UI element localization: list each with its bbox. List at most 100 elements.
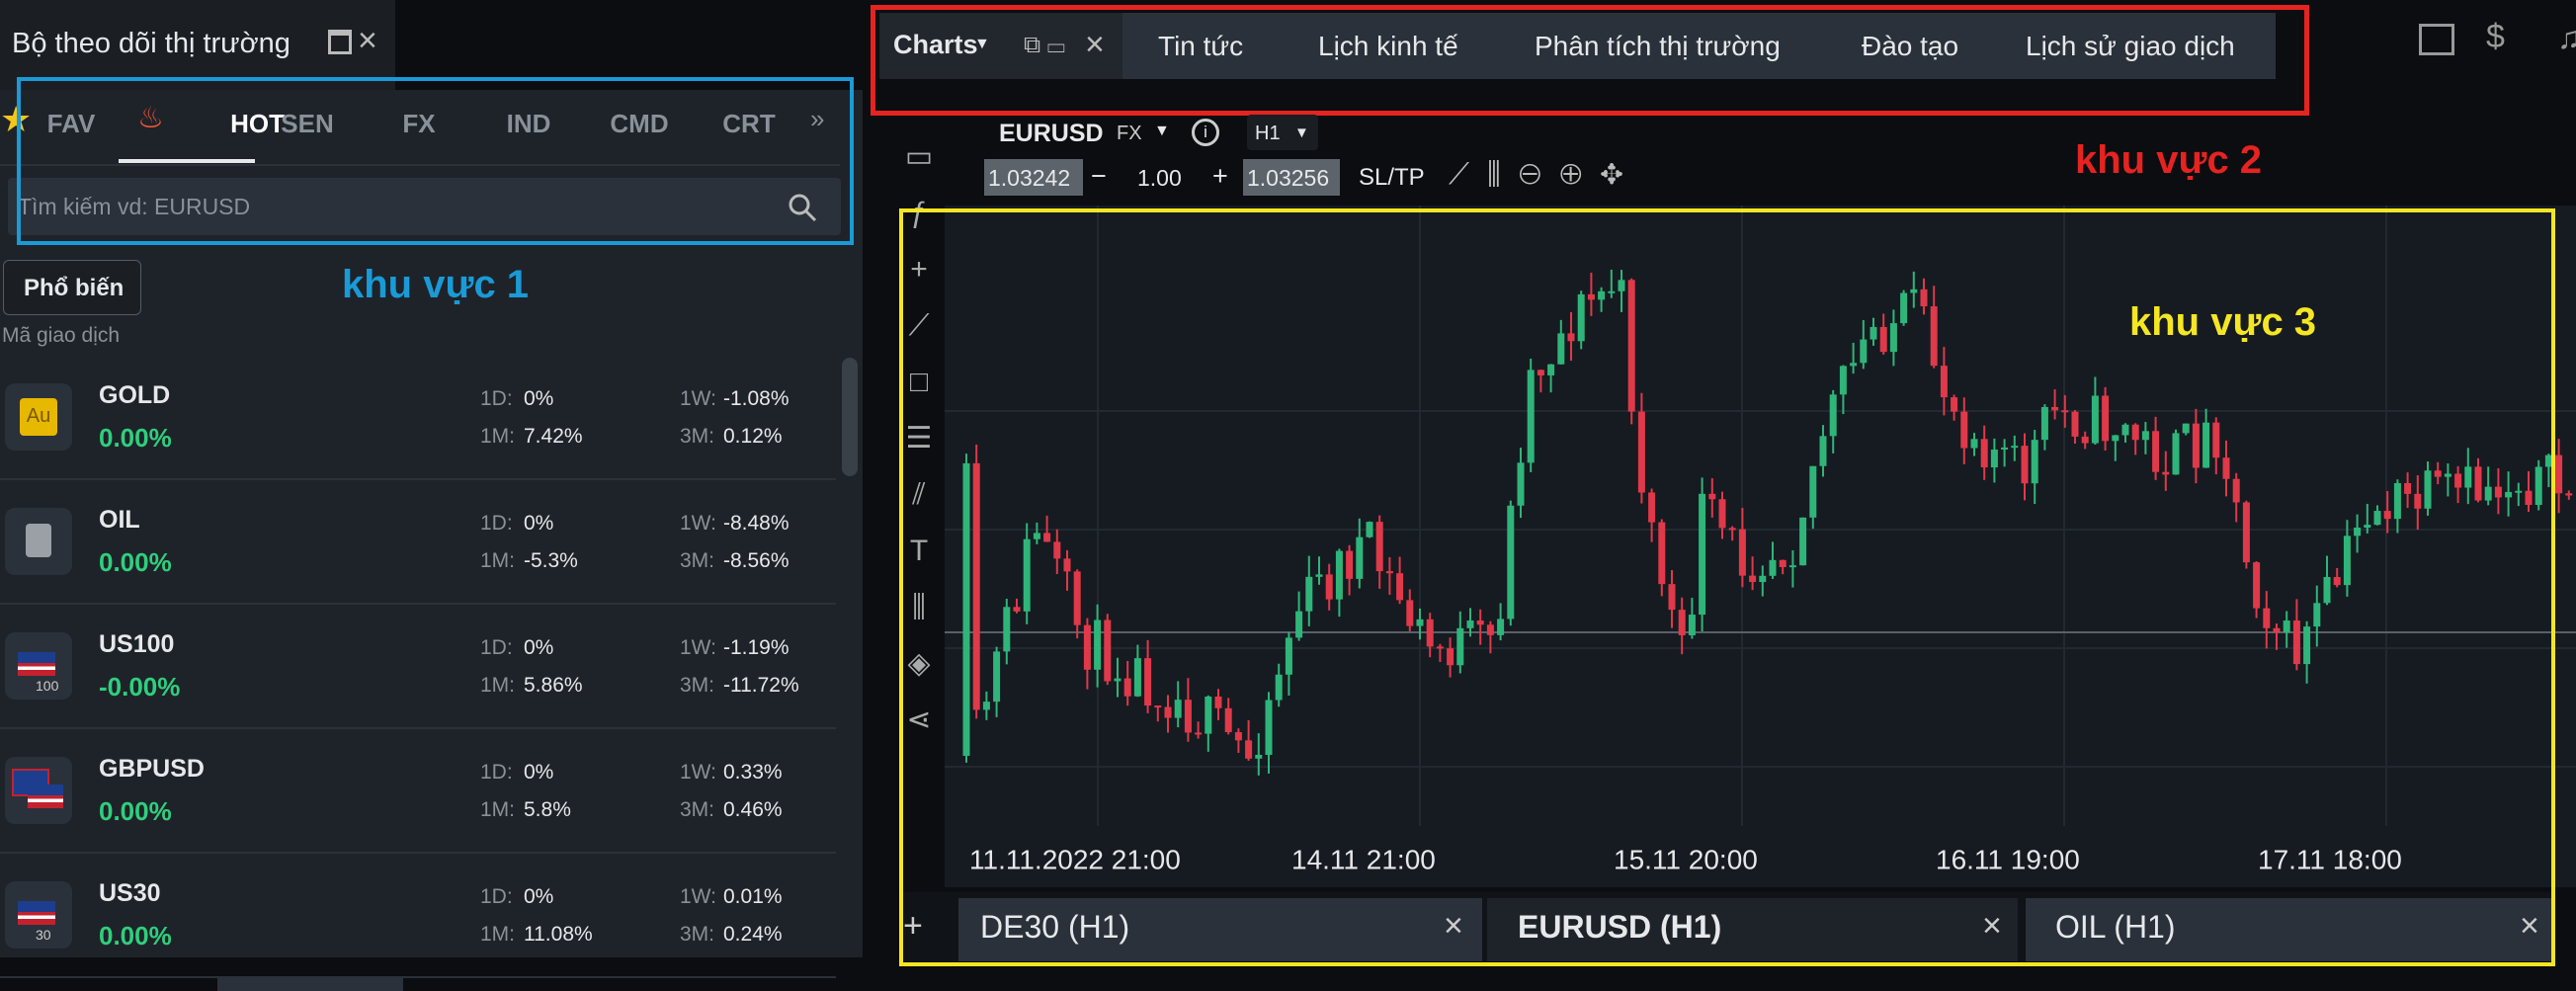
nav-item[interactable]: Lịch kinh tế bbox=[1318, 31, 1458, 61]
dropdown-arrow[interactable]: ▼ bbox=[1154, 123, 1170, 139]
info-icon[interactable]: i bbox=[1192, 119, 1219, 146]
tab-divider bbox=[0, 164, 840, 166]
candle-body bbox=[1265, 700, 1273, 755]
tab-close[interactable]: × bbox=[1444, 907, 1463, 945]
chart-tab[interactable] bbox=[2026, 898, 2555, 961]
close-icon[interactable]: × bbox=[358, 22, 377, 59]
period-label: 1M: bbox=[480, 923, 516, 946]
dropdown-arrow[interactable]: ▼ bbox=[1294, 124, 1309, 141]
candle-body bbox=[1769, 559, 1777, 576]
period-label: 1D: bbox=[480, 512, 513, 535]
period-value: 5.8% bbox=[524, 798, 571, 821]
instrument-name[interactable]: GOLD bbox=[99, 381, 171, 409]
candle-body bbox=[1668, 584, 1676, 611]
watchlist-tab[interactable]: HOT bbox=[230, 109, 285, 138]
sltp[interactable]: SL/TP bbox=[1359, 164, 1425, 191]
bid: 1.03242 bbox=[988, 165, 1071, 191]
candle-body bbox=[2484, 486, 2492, 501]
candle-body bbox=[1920, 289, 1928, 307]
instrument-name[interactable]: GBPUSD bbox=[99, 755, 205, 783]
candle-body bbox=[2040, 406, 2048, 441]
period-label: 1W: bbox=[680, 885, 716, 908]
candle-body bbox=[1850, 363, 1858, 367]
nav-item[interactable]: Phân tích thị trường bbox=[1535, 31, 1781, 61]
candle-body bbox=[1335, 550, 1343, 600]
candle-body bbox=[1346, 550, 1354, 579]
candle-body bbox=[1295, 611, 1303, 638]
candle-body bbox=[1587, 293, 1595, 300]
x-axis-label: 14.11 21:00 bbox=[1291, 844, 1436, 874]
candle-body bbox=[1598, 290, 1606, 300]
nav-item[interactable]: Lịch sử giao dịch bbox=[2026, 31, 2235, 61]
search-box[interactable] bbox=[8, 178, 841, 235]
period-value: 0.33% bbox=[723, 761, 783, 784]
layout-icon[interactable] bbox=[2419, 24, 2454, 55]
add-tab[interactable]: + bbox=[903, 907, 923, 945]
candle-body bbox=[1174, 700, 1182, 718]
watchlist-tab[interactable]: IND bbox=[506, 109, 551, 138]
filter-button[interactable] bbox=[3, 260, 141, 315]
tab-close[interactable]: × bbox=[1982, 907, 2002, 945]
candle-body bbox=[2242, 502, 2250, 563]
instrument-name[interactable]: US30 bbox=[99, 879, 161, 907]
period-value: -5.3% bbox=[524, 549, 578, 572]
star-icon[interactable]: ★ bbox=[0, 99, 33, 139]
nav-item[interactable]: Đào tạo bbox=[1862, 31, 1959, 61]
bid-box[interactable] bbox=[984, 159, 1083, 196]
charts-tab[interactable] bbox=[879, 13, 1122, 79]
timeframe-select[interactable] bbox=[1247, 115, 1318, 150]
maximize-icon[interactable] bbox=[328, 30, 352, 54]
candle-body bbox=[2121, 424, 2129, 436]
period-label: 3M: bbox=[680, 549, 715, 572]
minus[interactable]: − bbox=[1091, 161, 1107, 191]
candle-body bbox=[1033, 533, 1040, 539]
chart-tab-active[interactable] bbox=[1487, 898, 2018, 961]
candle-body bbox=[2192, 423, 2200, 468]
nav-item[interactable]: Tin tức bbox=[1158, 31, 1244, 61]
period-label: 3M: bbox=[680, 425, 715, 448]
candle-body bbox=[2253, 562, 2261, 609]
nav-bar bbox=[1122, 13, 2276, 79]
watchlist-tab[interactable]: FX bbox=[402, 109, 436, 138]
scrollbar[interactable] bbox=[842, 358, 858, 476]
bell-icon[interactable]: ♫ bbox=[2557, 20, 2576, 55]
window-icons[interactable]: ⧉ ▭ bbox=[1024, 32, 1066, 58]
close-icon[interactable]: × bbox=[1085, 26, 1105, 63]
chart-tools[interactable]: ⟋⫼⊖⊕✥ bbox=[1449, 158, 1641, 191]
tabs-more[interactable]: » bbox=[810, 104, 825, 133]
annotation-label: khu vực 2 bbox=[2075, 138, 2263, 182]
watchlist-tab[interactable]: FAV bbox=[46, 109, 96, 138]
deposit-icon[interactable]: $ bbox=[2486, 18, 2505, 55]
candle-body bbox=[2081, 436, 2089, 444]
volume[interactable]: 1.00 bbox=[1137, 165, 1182, 191]
candle-body bbox=[1648, 492, 1656, 523]
x-axis-label: 11.11.2022 21:00 bbox=[969, 844, 1181, 874]
candle-body bbox=[1123, 678, 1131, 697]
candle-body bbox=[1144, 658, 1152, 706]
tab-close[interactable]: × bbox=[2520, 907, 2539, 945]
period-value: 0% bbox=[524, 387, 554, 410]
instrument-name[interactable]: OIL bbox=[99, 506, 140, 534]
candle-body bbox=[2112, 435, 2119, 442]
candle-body bbox=[2424, 470, 2432, 509]
watchlist-tab[interactable]: CRT bbox=[722, 109, 776, 138]
candle-body bbox=[2565, 493, 2573, 496]
candle-body bbox=[1749, 575, 1757, 583]
period-label: 1D: bbox=[480, 885, 513, 908]
chart-tab[interactable] bbox=[958, 898, 1482, 961]
symbol: EURUSD bbox=[999, 120, 1104, 147]
plus[interactable]: + bbox=[1212, 161, 1228, 191]
candle-body bbox=[1003, 607, 1011, 652]
candle-body bbox=[1970, 439, 1978, 449]
candle-body bbox=[1195, 732, 1203, 735]
candle-body bbox=[1184, 700, 1192, 733]
watchlist-tab[interactable]: SEN bbox=[281, 109, 334, 138]
instrument-name[interactable]: US100 bbox=[99, 630, 175, 658]
period-label: 1D: bbox=[480, 761, 513, 784]
ask-box[interactable] bbox=[1243, 159, 1340, 196]
dropdown-arrow[interactable]: ▼ bbox=[974, 36, 990, 52]
drawing-toolbar[interactable]: ▭ ƒ + ⟋ □ ☰ ⫽ T ⫼ ◈ ⋖ bbox=[904, 140, 934, 736]
watchlist-tab[interactable]: CMD bbox=[610, 109, 669, 138]
search-icon[interactable] bbox=[787, 192, 818, 223]
